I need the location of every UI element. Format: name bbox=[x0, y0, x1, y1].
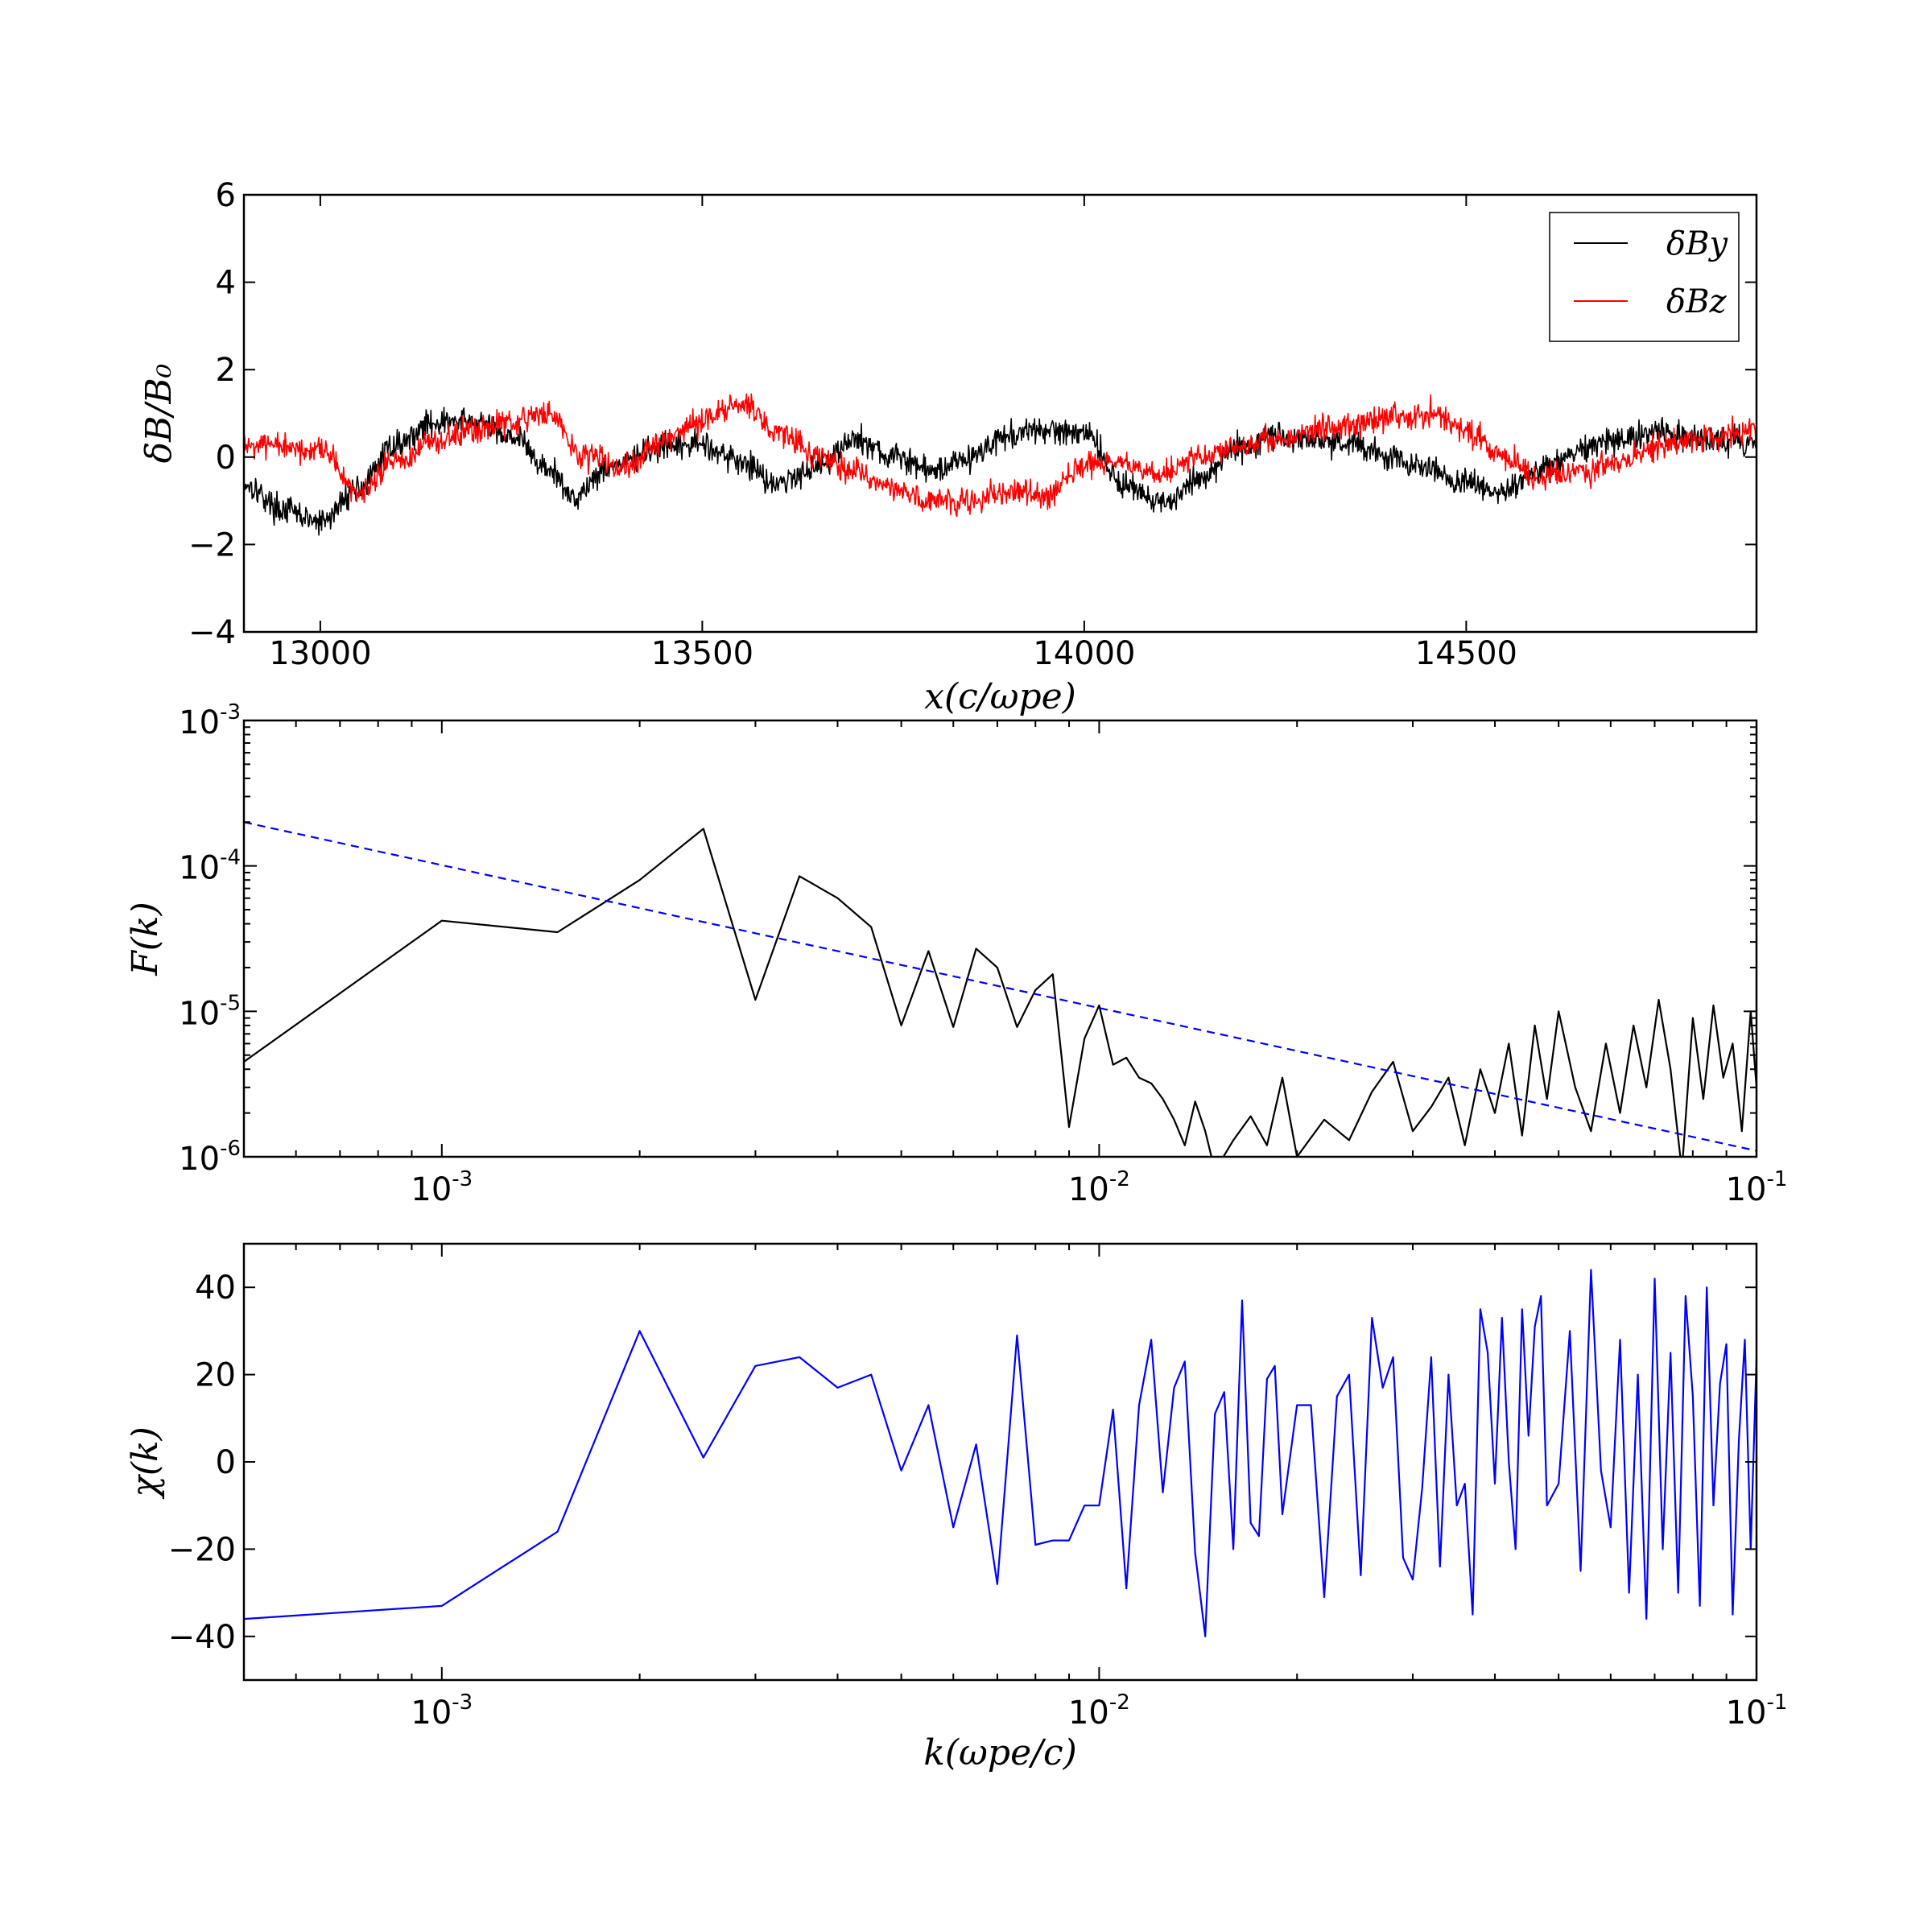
y-axis-label: F(k) bbox=[125, 902, 166, 976]
series-line-dBz bbox=[244, 393, 1757, 518]
plot-frame-top bbox=[242, 193, 1758, 634]
x-tick-label: 10-1 bbox=[1726, 1690, 1788, 1732]
x-tick-label: 10-3 bbox=[411, 1167, 473, 1208]
y-tick-label: 10-5 bbox=[179, 991, 241, 1032]
y-tick-label: −4 bbox=[188, 614, 236, 651]
y-tick-label: 0 bbox=[216, 1444, 236, 1481]
x-tick-label: 14500 bbox=[1415, 635, 1517, 672]
y-tick-label: 40 bbox=[195, 1269, 236, 1307]
y-axis-label: χ(k) bbox=[125, 1426, 166, 1500]
y-tick-label: −20 bbox=[168, 1531, 236, 1568]
x-tick-label: 10-1 bbox=[1726, 1167, 1788, 1208]
x-tick-label: 10-2 bbox=[1068, 1690, 1130, 1732]
x-tick-label: 13000 bbox=[269, 635, 371, 672]
y-tick-label: 4 bbox=[216, 265, 236, 302]
x-tick-label: 14000 bbox=[1033, 635, 1135, 672]
y-tick-label: 0 bbox=[216, 440, 236, 477]
y-tick-label: 6 bbox=[216, 177, 236, 214]
plot-frame-middle bbox=[242, 719, 1758, 1158]
series-line-Fk bbox=[244, 828, 1757, 1157]
panel-top-magnetic-field: 13000 13500 14000 14500 −4 −2 0 2 4 6 x(c/ωpe) δB/B… bbox=[138, 177, 1758, 717]
y-tick-label: −2 bbox=[188, 526, 236, 564]
y-tick-label: 20 bbox=[195, 1357, 236, 1394]
y-tick-label: 10-3 bbox=[179, 700, 241, 741]
x-axis-label: k(ωpe/c) bbox=[923, 1732, 1077, 1773]
y-tick-label: 10-6 bbox=[179, 1137, 241, 1178]
legend-box bbox=[1549, 212, 1740, 342]
y-tick-label: 10-4 bbox=[179, 846, 241, 887]
legend-entry: δBz bbox=[1666, 283, 1727, 320]
legend: δBy δBz bbox=[1549, 212, 1740, 342]
fit-line bbox=[244, 821, 1757, 1152]
y-tick-label: 2 bbox=[216, 352, 236, 389]
y-axis-label: δB/B₀ bbox=[138, 363, 180, 463]
y-tick-label: −40 bbox=[168, 1619, 236, 1656]
panel-middle-spectrum: 10-3 10-2 10-1 10-6 10-5 10-4 10-3 F(k) bbox=[125, 700, 1787, 1208]
series-line-chi bbox=[244, 1269, 1757, 1637]
x-tick-label: 13500 bbox=[651, 635, 753, 672]
x-tick-label: 10-3 bbox=[411, 1690, 473, 1732]
panel-bottom-chi: 10-3 10-2 10-1 −40 −20 0 20 40 k(ωpe/c) χ(k) bbox=[125, 1242, 1788, 1773]
x-axis-label: x(c/ωpe) bbox=[924, 676, 1076, 717]
x-tick-label: 10-2 bbox=[1068, 1167, 1130, 1208]
legend-entry: δBy bbox=[1666, 225, 1728, 262]
